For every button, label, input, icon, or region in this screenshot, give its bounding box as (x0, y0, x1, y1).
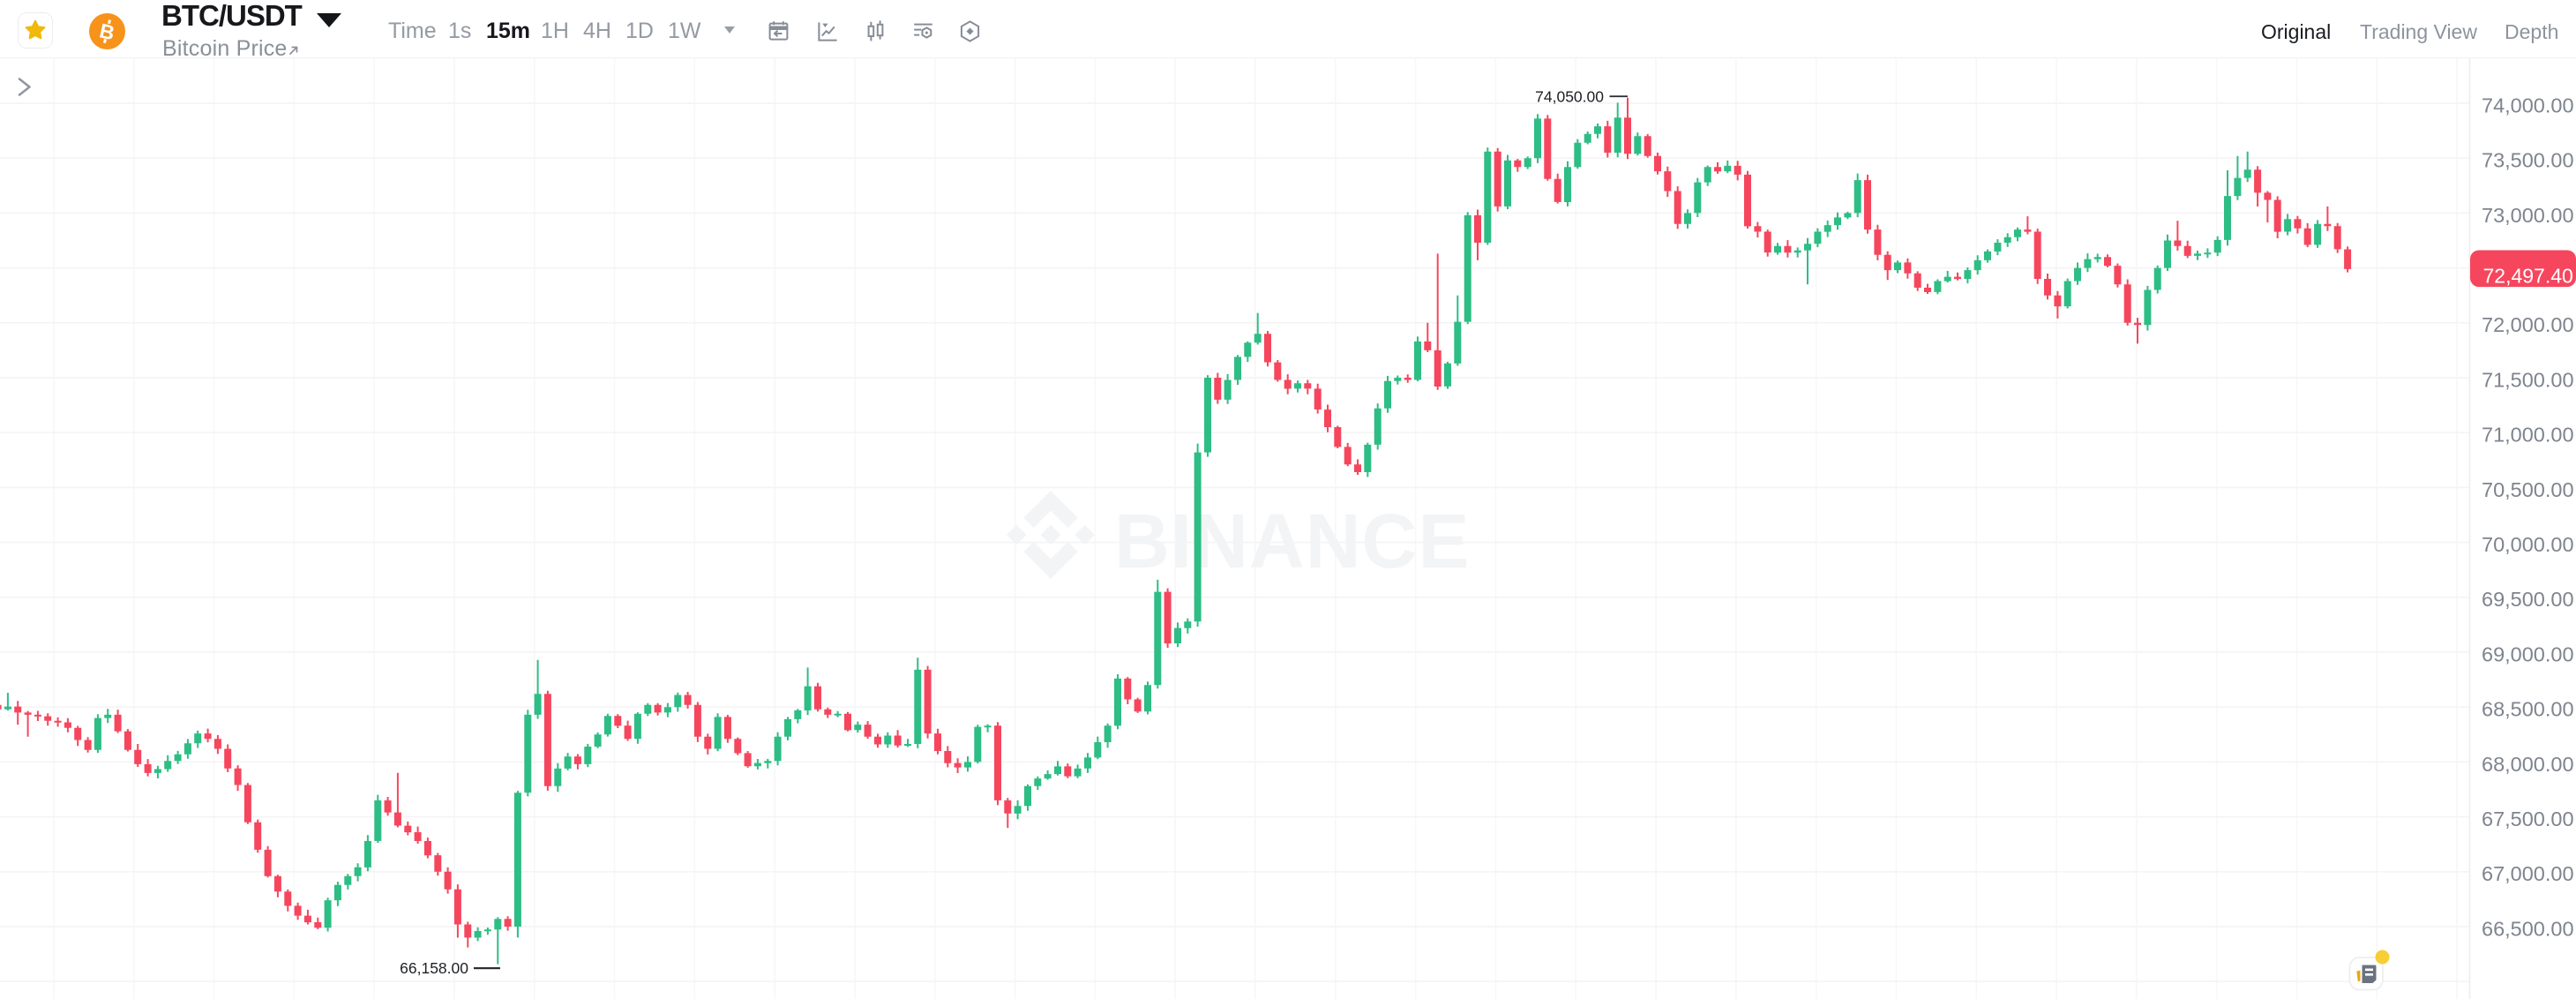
svg-text:68,000.00: 68,000.00 (2482, 753, 2574, 776)
svg-text:69,500.00: 69,500.00 (2482, 588, 2574, 611)
svg-text:72,000.00: 72,000.00 (2482, 313, 2574, 336)
svg-text:BINANCE: BINANCE (1114, 499, 1470, 584)
svg-text:71,000.00: 71,000.00 (2482, 424, 2574, 447)
svg-text:67,000.00: 67,000.00 (2482, 862, 2574, 885)
svg-text:66,500.00: 66,500.00 (2482, 917, 2574, 940)
svg-text:72,497.40: 72,497.40 (2483, 265, 2573, 288)
svg-text:71,500.00: 71,500.00 (2482, 368, 2574, 391)
svg-text:69,000.00: 69,000.00 (2482, 642, 2574, 665)
svg-text:73,500.00: 73,500.00 (2482, 149, 2574, 172)
svg-text:68,500.00: 68,500.00 (2482, 698, 2574, 721)
svg-text:74,050.00: 74,050.00 (1535, 88, 1604, 106)
svg-text:B: B (97, 19, 116, 44)
svg-text:66,158.00: 66,158.00 (400, 959, 468, 977)
svg-text:74,000.00: 74,000.00 (2482, 94, 2574, 116)
svg-text:70,500.00: 70,500.00 (2482, 478, 2574, 501)
svg-text:73,000.00: 73,000.00 (2482, 204, 2574, 227)
svg-text:67,500.00: 67,500.00 (2482, 807, 2574, 830)
svg-text:70,000.00: 70,000.00 (2482, 533, 2574, 556)
